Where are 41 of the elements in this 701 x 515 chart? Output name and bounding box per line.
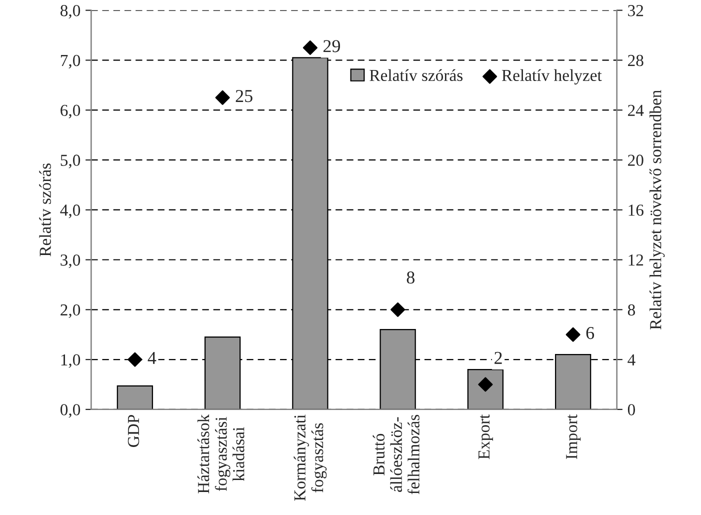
y-tick-label: 6,0 xyxy=(60,104,80,118)
x-tick-label: Bruttó állóeszköz- felhalmozás xyxy=(372,414,420,494)
y2-tick-label: 16 xyxy=(628,204,644,216)
y2-tick-label: 20 xyxy=(628,154,644,166)
data-label: 8 xyxy=(406,271,414,284)
y-axis-title: Relatív szórás xyxy=(39,163,51,256)
x-tick-label: Export xyxy=(478,414,493,460)
y2-axis-title: Relatív helyzet növekvő sorrendben xyxy=(650,90,665,330)
bar xyxy=(116,385,154,410)
point xyxy=(390,302,406,317)
point xyxy=(128,352,142,367)
point xyxy=(566,327,580,342)
bar xyxy=(467,368,504,410)
y-tick-label: 5,0 xyxy=(60,154,80,168)
x-tick-label: Kormányzati fogyasztás xyxy=(294,414,327,501)
x-tick-label: Import xyxy=(566,414,581,460)
y-tick-label: 1,0 xyxy=(61,354,80,368)
legend-label: Relatív szórás xyxy=(370,69,463,82)
data-label: 25 xyxy=(236,90,252,102)
y-tick-label: 2,0 xyxy=(60,304,80,318)
data-label: 4 xyxy=(148,352,156,364)
x-tick-label: Háztartások fogyasztási kiadásai xyxy=(197,414,244,494)
y-tick-label: 8,0 xyxy=(60,5,80,19)
y-tick-label: 7,0 xyxy=(60,54,80,69)
y-tick-label: 4,0 xyxy=(60,204,80,218)
y2-tick-label: 4 xyxy=(628,354,636,366)
y-tick-label: 3,0 xyxy=(60,254,80,268)
y2-tick-label: 12 xyxy=(628,254,644,266)
y-tick-label: 0,0 xyxy=(60,404,80,418)
y2-tick-label: 32 xyxy=(628,5,644,16)
point xyxy=(215,90,230,105)
y2-tick-label: 28 xyxy=(628,54,644,66)
data-label: 6 xyxy=(586,326,594,340)
data-label: 29 xyxy=(323,40,340,52)
legend-label: Relatív helyzet xyxy=(502,69,602,84)
y2-tick-label: 0 xyxy=(628,404,635,416)
point xyxy=(302,40,318,55)
y2-tick-label: 8 xyxy=(628,304,635,316)
y2-tick-label: 24 xyxy=(628,104,644,116)
x-tick-label: GDP xyxy=(128,414,140,447)
data-label: 2 xyxy=(494,352,502,364)
